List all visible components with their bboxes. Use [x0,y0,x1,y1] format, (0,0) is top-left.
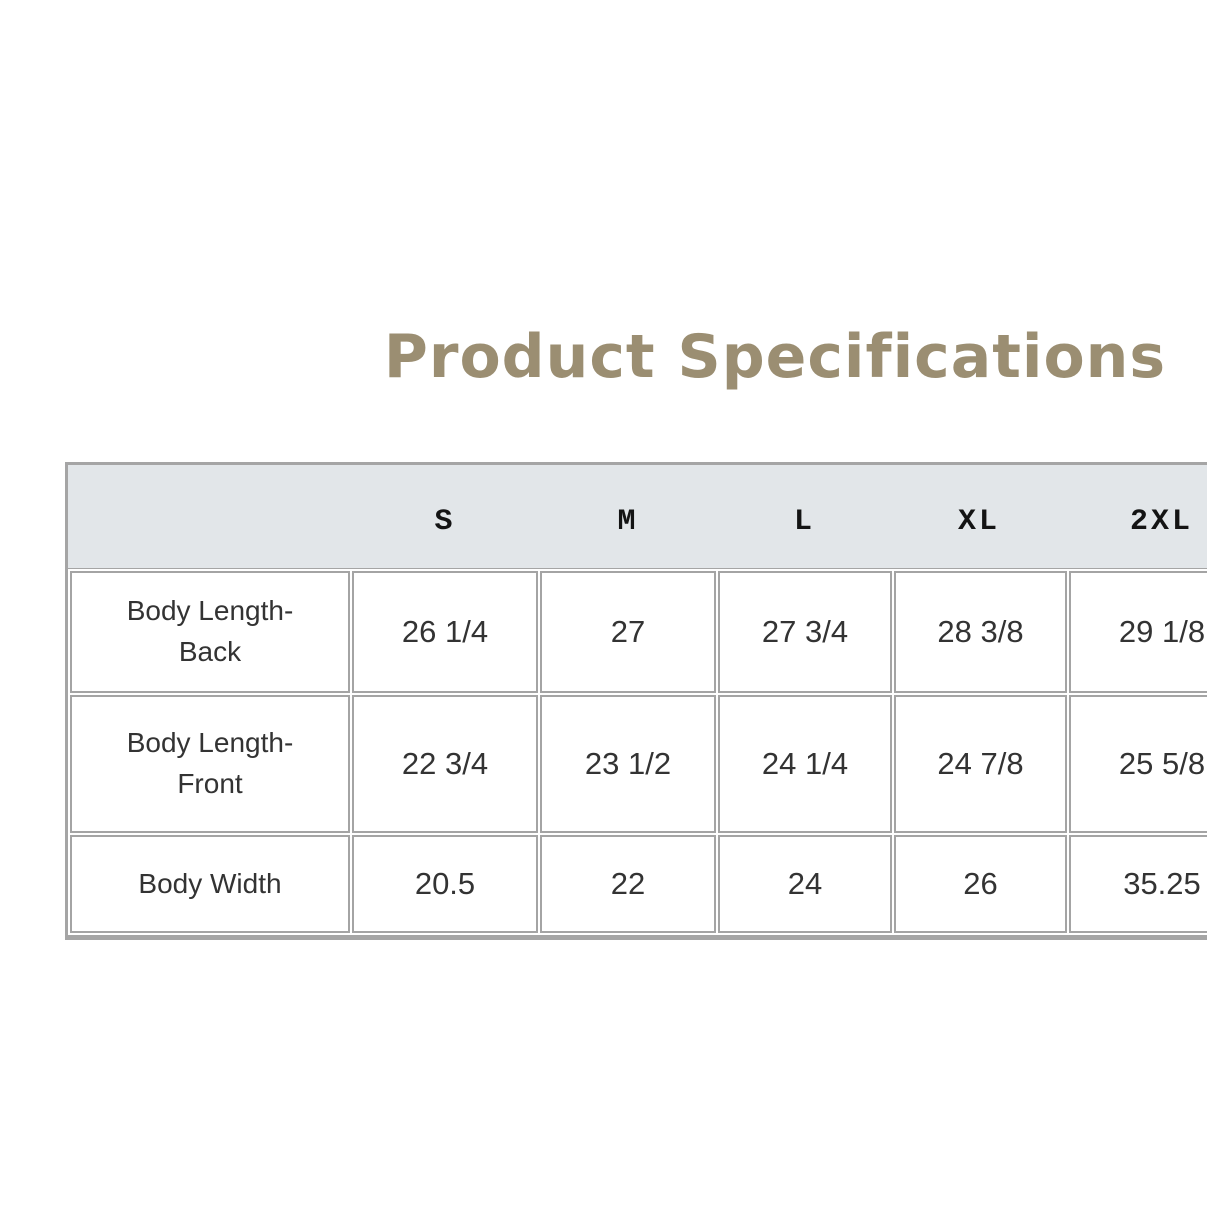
table-row: Body Length-Back 26 1/4 27 27 3/4 28 3/8… [70,571,1207,693]
column-header-xl: XL [957,504,1000,539]
table-cell: 26 [894,835,1067,933]
table-cell: 27 [540,571,716,693]
table-body: Body Length-Back 26 1/4 27 27 3/4 28 3/8… [68,569,1207,935]
row-label: Body Length-Back [70,571,350,693]
column-header-m: M [617,504,639,539]
table-cell: 24 7/8 [894,695,1067,833]
table-cell: 35.25 [1069,835,1207,933]
row-label: Body Width [70,835,350,933]
row-label-text: Body Width [138,867,282,899]
column-header-l: L [793,504,815,539]
table-row: Body Width 20.5 22 24 26 35.25 [70,835,1207,933]
row-label-text: Body Length-Front [126,727,294,799]
table-cell: 24 1/4 [718,695,892,833]
table-cell: 22 [540,835,716,933]
row-label-text: Body Length-Back [126,595,294,667]
size-header-row: S M L XL 2XL [68,465,1207,569]
table-cell: 22 3/4 [352,695,538,833]
table-cell: 24 [718,835,892,933]
table-cell: 20.5 [352,835,538,933]
table-row: Body Length-Front 22 3/4 23 1/2 24 1/4 2… [70,695,1207,833]
page-title: Product Specifications [383,322,1167,392]
table-cell: 27 3/4 [718,571,892,693]
table-cell: 23 1/2 [540,695,716,833]
table-cell: 26 1/4 [352,571,538,693]
row-label: Body Length-Front [70,695,350,833]
table-cell: 25 5/8 [1069,695,1207,833]
product-spec-table: S M L XL 2XL Body Length-Back 26 1/4 27 … [65,462,1207,940]
table-cell: 28 3/8 [894,571,1067,693]
column-header-blank [68,512,351,522]
column-header-s: S [434,504,456,539]
table-cell: 29 1/8 [1069,571,1207,693]
column-header-2xl: 2XL [1129,504,1193,539]
